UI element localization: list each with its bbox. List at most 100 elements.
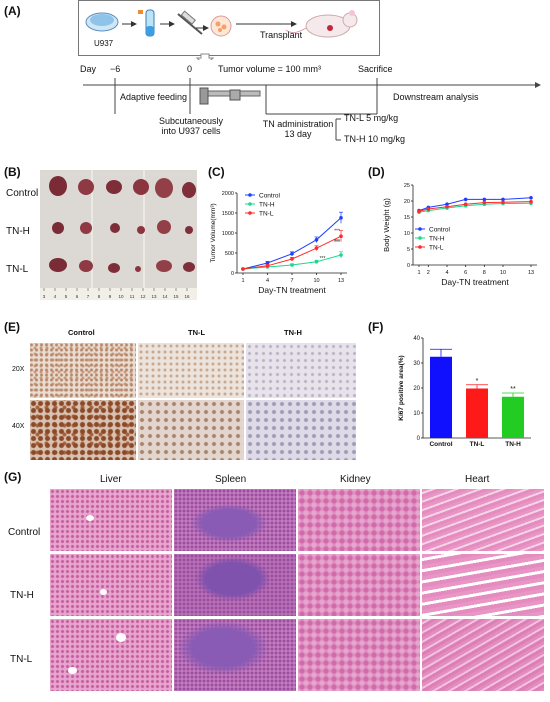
data-point xyxy=(482,200,487,205)
data-point xyxy=(241,267,245,271)
legend-marker xyxy=(418,227,422,231)
ruler-number: 7 xyxy=(87,294,90,299)
subcutaneous-label: Subcutaneously into U937 cells xyxy=(158,116,224,136)
data-point xyxy=(417,209,421,214)
ruler-number: 12 xyxy=(140,294,146,299)
y-tick-label: 0 xyxy=(231,271,234,277)
x-tick-label: Control xyxy=(429,441,452,448)
x-tick-label: 10 xyxy=(500,270,506,276)
panel-label-a: (A) xyxy=(4,4,21,18)
tn-admin-line2: 13 day xyxy=(284,129,312,139)
ruler-number: 14 xyxy=(162,294,168,299)
tumor-volume-chart: 0 500 1000 1500 2000 1 4 7 10 13 Day-TN treatment T… xyxy=(210,191,347,295)
tnl-dose-label: TN-L 5 mg/kg xyxy=(344,113,399,123)
ihc-tnl-20x xyxy=(138,343,244,398)
x-tick-label: TN-L xyxy=(470,441,485,448)
ihc-tnh-20x xyxy=(246,343,356,398)
histo-spleen-tnh xyxy=(174,554,296,616)
ruler-number: 6 xyxy=(76,294,79,299)
day-start: −6 xyxy=(110,64,121,74)
significance-mark: *** xyxy=(334,229,340,235)
bar-TN-H xyxy=(502,396,524,438)
histo-liver-tnl xyxy=(50,619,172,691)
legend-marker xyxy=(418,245,422,249)
tumor-row-tnl: TN-L xyxy=(6,264,29,275)
ihc-control-40x xyxy=(30,400,136,460)
sacrifice-label: Sacrifice xyxy=(358,64,393,74)
histo-liver-tnh xyxy=(50,554,172,616)
histo-spleen-control xyxy=(174,489,296,551)
ihc-tnh-40x xyxy=(246,400,356,460)
data-point xyxy=(265,264,270,268)
histo-kidney-tnl xyxy=(298,619,420,691)
data-point xyxy=(529,196,533,200)
data-point xyxy=(339,253,343,257)
data-point xyxy=(445,204,449,209)
y-tick-label: 0 xyxy=(417,436,421,442)
ruler-number: 8 xyxy=(98,294,101,299)
ruler-number: 11 xyxy=(130,294,135,299)
tube-icon xyxy=(145,9,155,37)
histo-row-tnl: TN-L xyxy=(10,654,33,665)
y-tick-label: 2000 xyxy=(222,191,234,197)
cells-icon xyxy=(210,15,232,37)
histo-heart-control xyxy=(422,489,544,551)
ihc-tnl-40x xyxy=(138,400,244,460)
data-point xyxy=(529,199,533,204)
panel-label-f: (F) xyxy=(368,320,384,334)
tumor-row-control: Control xyxy=(6,188,39,199)
data-point xyxy=(501,197,505,202)
x-tick-label: 4 xyxy=(266,278,269,284)
data-point xyxy=(290,257,294,261)
panel-label-e: (E) xyxy=(4,320,20,334)
legend-label: TN-H xyxy=(429,236,445,243)
y-tick-label: 40 xyxy=(413,336,420,342)
y-tick-label: 1000 xyxy=(222,231,234,237)
subcutaneous-line2: into U937 cells xyxy=(161,126,221,136)
y-axis-label: Tumor Volume(mm³) xyxy=(210,203,217,262)
y-tick-label: 1500 xyxy=(222,211,234,217)
histo-kidney-control xyxy=(298,489,420,551)
ruler-number: 10 xyxy=(118,294,124,299)
histo-kidney-tnh xyxy=(298,554,420,616)
ruler-number: 13 xyxy=(151,294,157,299)
legend-marker xyxy=(248,211,252,215)
y-tick-label: 30 xyxy=(413,361,420,367)
workflow-box xyxy=(78,0,380,56)
ruler-number: 15 xyxy=(173,294,179,299)
panel-label-c: (C) xyxy=(208,165,225,179)
x-tick-label: 1 xyxy=(241,278,244,284)
legend-label: TN-L xyxy=(429,245,444,252)
ruler-number: 9 xyxy=(109,294,112,299)
mouse-icon xyxy=(285,10,358,38)
legend-label: TN-L xyxy=(259,211,274,218)
data-point xyxy=(482,197,487,202)
tumor-row-tnh: TN-H xyxy=(6,226,30,237)
histo-spleen-tnl xyxy=(174,619,296,691)
tumor-photo: 3 4 5 6 7 8 9 10 11 12 13 14 15 16 xyxy=(40,170,197,300)
legend-label: Control xyxy=(429,227,451,234)
significance-mark: *** xyxy=(334,239,340,245)
y-tick-label: 5 xyxy=(407,247,410,253)
y-axis-label: Body Weight (g) xyxy=(382,198,391,252)
tumor-photo-graphic: 3 4 5 6 7 8 9 10 11 12 13 14 15 16 xyxy=(40,170,197,300)
cell-line-label: U937 xyxy=(94,39,114,48)
histo-col-liver: Liver xyxy=(100,474,122,485)
panel-label-d: (D) xyxy=(368,165,385,179)
ihc-row-20x: 20X xyxy=(12,366,25,373)
ruler-number: 5 xyxy=(65,294,68,299)
x-tick-label: 4 xyxy=(445,270,448,276)
ihc-control-20x xyxy=(30,343,136,398)
legend-marker xyxy=(248,193,252,197)
x-tick-label: 10 xyxy=(313,278,319,284)
x-tick-label: TN-H xyxy=(505,441,521,448)
tumor-volume-label: Tumor volume = 100 mm³ xyxy=(218,64,321,74)
histo-col-spleen: Spleen xyxy=(215,474,247,485)
day-zero: 0 xyxy=(187,64,193,74)
data-point xyxy=(445,202,449,206)
significance-mark: ** xyxy=(510,386,516,393)
data-point xyxy=(426,207,431,211)
histo-row-control: Control xyxy=(8,527,41,538)
tnh-dose-label: TN-H 10 mg/kg xyxy=(344,134,406,144)
